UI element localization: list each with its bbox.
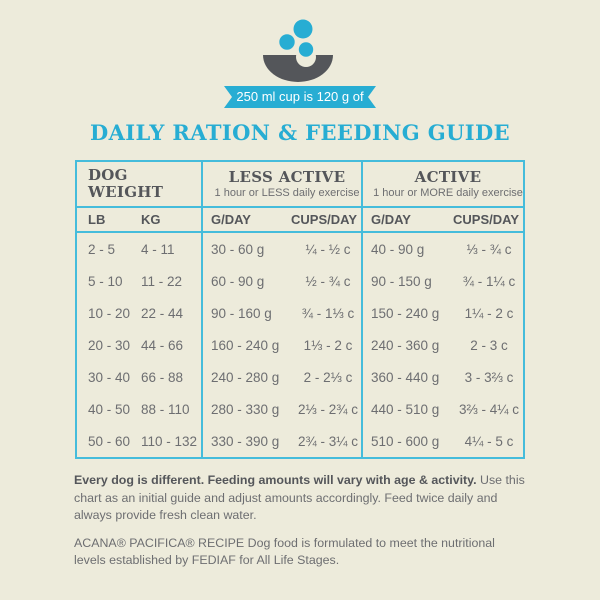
column-header-active-cupsday: CUPS/DAY — [453, 206, 523, 233]
table-cell-less-gday: 330 - 390 g — [211, 433, 280, 449]
table-cell-less-gday: 240 - 280 g — [211, 369, 280, 385]
table-cell-lb: 10 - 20 — [88, 305, 131, 321]
feeding-note-rest: Use this chart as an initial guide and a… — [74, 473, 525, 523]
footer-notes: Every dog is different. Feeding amounts … — [74, 472, 526, 570]
table-cell-kg: 66 - 88 — [132, 361, 203, 393]
group-sub-active: 1 hour or MORE daily exercise — [373, 187, 523, 200]
table-cell-lb: 5 - 10 — [88, 273, 123, 289]
table-cell-kg: 11 - 22 — [132, 265, 203, 297]
table-cell-active-cups: ¾ - 1¼ c — [462, 273, 516, 289]
column-header-kg: KG — [132, 206, 203, 233]
table-cell-less-cups: 2⅓ - 2¾ c — [295, 393, 363, 425]
column-group-dog-weight: DOG WEIGHT — [77, 162, 203, 206]
table-cell-less-cups: 2 - 2⅓ c — [295, 361, 363, 393]
table-cell-less-gday: 60 - 90 g — [211, 273, 265, 289]
table-cell-less-gday: 90 - 160 g — [211, 305, 272, 321]
table-cell-less-gday: 30 - 60 g — [211, 241, 265, 257]
table-cell-less-gday: 280 - 330 g — [211, 401, 280, 417]
table-cell-active-cups: 3⅔ - 4¼ c — [458, 401, 520, 417]
table-cell-active-cups: 3 - 3⅔ c — [464, 369, 514, 385]
table-cell-lb: 20 - 30 — [88, 337, 131, 353]
bowl-kibble-svg — [263, 19, 333, 82]
ribbon-row: 250 ml cup is 120 g of food — [0, 86, 600, 108]
table-cell-active-cups: 2 - 3 c — [470, 337, 508, 353]
table-cell-lb: 2 - 5 — [88, 241, 116, 257]
group-label-active: ACTIVE — [414, 167, 482, 186]
column-group-active: ACTIVE 1 hour or MORE daily exercise — [363, 162, 523, 206]
table-cell-less-cups: ½ - ¾ c — [295, 265, 363, 297]
table-cell-active-gday: 240 - 360 g — [371, 337, 440, 353]
table-cell-kg: 22 - 44 — [132, 297, 203, 329]
table-cell-kg: 4 - 11 — [132, 233, 203, 265]
table-cell-kg: 110 - 132 — [132, 425, 203, 457]
table-cell-less-cups: ¼ - ½ c — [295, 233, 363, 265]
table-cell-active-gday: 440 - 510 g — [371, 401, 440, 417]
table-cell-less-cups: 1⅓ - 2 c — [295, 329, 363, 361]
group-sub-less-active: 1 hour or LESS daily exercise — [214, 187, 360, 200]
table-cell-kg: 44 - 66 — [132, 329, 203, 361]
table-cell-lb: 50 - 60 — [88, 433, 131, 449]
table-cell-kg: 88 - 110 — [132, 393, 203, 425]
feeding-note-bold: Every dog is different. Feeding amounts … — [74, 473, 477, 487]
column-header-less-gday: G/DAY — [203, 206, 295, 233]
table-cell-active-cups: ⅓ - ¾ c — [466, 241, 512, 257]
table-cell-lb: 30 - 40 — [88, 369, 131, 385]
group-label-dog-weight: DOG WEIGHT — [88, 165, 164, 201]
table-cell-active-gday: 90 - 150 g — [371, 273, 432, 289]
cup-measure-ribbon: 250 ml cup is 120 g of food — [224, 86, 376, 108]
column-group-less-active: LESS ACTIVE 1 hour or LESS daily exercis… — [203, 162, 363, 206]
table-cell-lb: 40 - 50 — [88, 401, 131, 417]
page-title: DAILY RATION & FEEDING GUIDE — [89, 120, 511, 145]
table-cell-active-gday: 150 - 240 g — [371, 305, 440, 321]
table-cell-less-cups: 2¾ - 3¼ c — [295, 425, 363, 457]
bowl-kibble-icon — [0, 0, 600, 83]
table-cell-active-gday: 360 - 440 g — [371, 369, 440, 385]
column-header-less-cupsday: CUPS/DAY — [291, 206, 363, 233]
feeding-guide-table: DOG WEIGHT LESS ACTIVE 1 hour or LESS da… — [75, 160, 525, 459]
table-cell-active-cups: 1¼ - 2 c — [464, 305, 514, 321]
table-cell-active-gday: 510 - 600 g — [371, 433, 440, 449]
table-cell-active-cups: 4¼ - 5 c — [464, 433, 514, 449]
feeding-note: Every dog is different. Feeding amounts … — [74, 472, 526, 525]
table-cell-less-gday: 160 - 240 g — [211, 337, 280, 353]
formulation-note: ACANA® PACIFICA® RECIPE Dog food is form… — [74, 535, 495, 568]
group-label-less-active: LESS ACTIVE — [228, 167, 346, 186]
table-cell-active-gday: 40 - 90 g — [371, 241, 425, 257]
table-cell-less-cups: ¾ - 1⅓ c — [295, 297, 363, 329]
column-header-lb: LB — [77, 206, 132, 233]
column-header-active-gday: G/DAY — [363, 206, 455, 233]
